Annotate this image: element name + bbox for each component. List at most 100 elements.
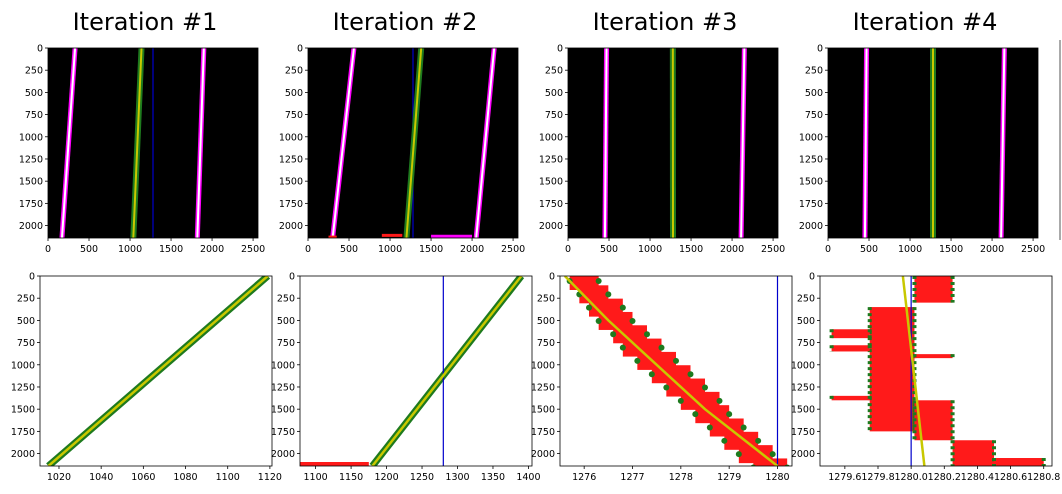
poly-fit-line: [901, 276, 926, 466]
y-tick-label: 250: [537, 294, 555, 305]
lane-core-1: [863, 48, 868, 238]
x-tick-label: 1280.4: [961, 472, 994, 483]
stair-point-right-8: [687, 371, 694, 378]
stair-point-right-14: [769, 451, 776, 458]
x-tick-label: 1000: [118, 244, 142, 255]
y-tick-label: 750: [17, 338, 35, 349]
x-tick-label: 1280.6: [994, 472, 1027, 483]
stair-point-left-10: [677, 397, 684, 404]
x-tick-label: 1276: [572, 472, 596, 483]
plot-area: [828, 48, 1038, 238]
poly-fit-line: [371, 276, 523, 466]
bar-segment-1: [914, 276, 953, 303]
panel-title: Iteration #3: [593, 8, 738, 36]
x-tick-label: 2000: [460, 244, 484, 255]
plot-area: [48, 48, 258, 238]
axes-frame: [827, 47, 1039, 239]
poly-fit-line: [405, 48, 423, 238]
x-tick-label: 0: [565, 244, 571, 255]
y-tick-label: 2000: [539, 221, 563, 232]
axes-frame: [47, 47, 259, 239]
stair-point-left-4: [595, 317, 602, 324]
x-tick-label: 500: [860, 244, 878, 255]
y-tick-label: 1000: [531, 360, 555, 371]
axes-frame: [559, 275, 793, 467]
bar-segment-8: [952, 440, 994, 466]
lane-core-2: [475, 48, 496, 238]
x-tick-label: 1040: [89, 472, 113, 483]
lane-core-2: [196, 48, 205, 238]
y-tick-label: 1250: [799, 154, 823, 165]
stair-point-left-14: [735, 451, 742, 458]
x-tick-label: 1000: [378, 244, 402, 255]
x-tick-label: 1280: [765, 472, 789, 483]
x-tick-label: 1100: [304, 472, 328, 483]
stair-point-right-9: [702, 384, 708, 391]
stair-point-right-6: [658, 344, 665, 351]
x-tick-label: 500: [340, 244, 358, 255]
y-tick-label: 2000: [279, 221, 303, 232]
y-tick-label: 2000: [11, 449, 35, 460]
y-tick-label: 2000: [19, 221, 43, 232]
x-tick-label: 1280.8: [1027, 472, 1060, 483]
x-tick-label: 2000: [720, 244, 744, 255]
x-tick-label: 1120: [258, 472, 282, 483]
x-tick-label: 1500: [159, 244, 183, 255]
x-tick-label: 1000: [898, 244, 922, 255]
lane-core-1: [60, 48, 77, 238]
y-tick-label: 500: [805, 88, 823, 99]
y-tick-label: 1000: [799, 132, 823, 143]
x-tick-label: 1500: [419, 244, 443, 255]
poly-fit-line: [47, 276, 269, 466]
bar-segment-4: [831, 345, 870, 352]
axes-frame: [307, 47, 519, 239]
panel-title: Iteration #1: [73, 8, 218, 36]
y-tick-label: 1000: [19, 132, 43, 143]
y-tick-label: 0: [817, 44, 823, 55]
y-tick-label: 1500: [271, 405, 295, 416]
x-tick-label: 2500: [761, 244, 785, 255]
x-tick-label: 1000: [638, 244, 662, 255]
y-tick-label: 500: [545, 88, 563, 99]
y-tick-label: 1500: [531, 405, 555, 416]
y-tick-label: 0: [297, 44, 303, 55]
y-tick-label: 500: [17, 316, 35, 327]
y-tick-label: 1750: [531, 427, 555, 438]
y-tick-label: 500: [277, 316, 295, 327]
y-tick-label: 250: [25, 66, 43, 77]
y-tick-label: 1250: [271, 382, 295, 393]
stair-point-right-11: [726, 411, 733, 418]
stair-point-left-8: [648, 371, 655, 378]
y-tick-label: 1250: [279, 154, 303, 165]
bar-segment-3: [831, 329, 870, 339]
y-tick-label: 1750: [19, 199, 43, 210]
y-tick-label: 250: [805, 66, 823, 77]
y-tick-label: 1750: [271, 427, 295, 438]
x-tick-label: 2000: [980, 244, 1004, 255]
x-tick-label: 1279: [717, 472, 741, 483]
x-tick-label: 0: [45, 244, 51, 255]
stair-point-right-1: [595, 278, 602, 284]
y-tick-label: 1250: [11, 382, 35, 393]
x-tick-label: 500: [80, 244, 98, 255]
stair-point-right-13: [755, 437, 762, 444]
x-tick-label: 1350: [481, 472, 505, 483]
y-tick-label: 1000: [271, 360, 295, 371]
y-tick-label: 500: [797, 316, 815, 327]
x-tick-label: 0: [305, 244, 311, 255]
x-tick-label: 500: [600, 244, 618, 255]
y-tick-label: 0: [29, 272, 35, 283]
y-tick-label: 0: [557, 44, 563, 55]
y-tick-label: 250: [17, 294, 35, 305]
y-tick-label: 1500: [799, 177, 823, 188]
panel-6: 0 250 500 750 1000 1250 1500 1750 2000 1100 1150 12…: [271, 272, 541, 484]
stair-point-left-7: [634, 357, 641, 364]
axes-frame: [819, 275, 1053, 467]
x-tick-label: 1060: [131, 472, 155, 483]
stair-point-right-2: [605, 291, 612, 298]
stair-point-left-13: [721, 437, 728, 444]
y-tick-label: 1750: [539, 199, 563, 210]
x-tick-label: 1279.6: [828, 472, 861, 483]
y-tick-label: 1250: [531, 382, 555, 393]
